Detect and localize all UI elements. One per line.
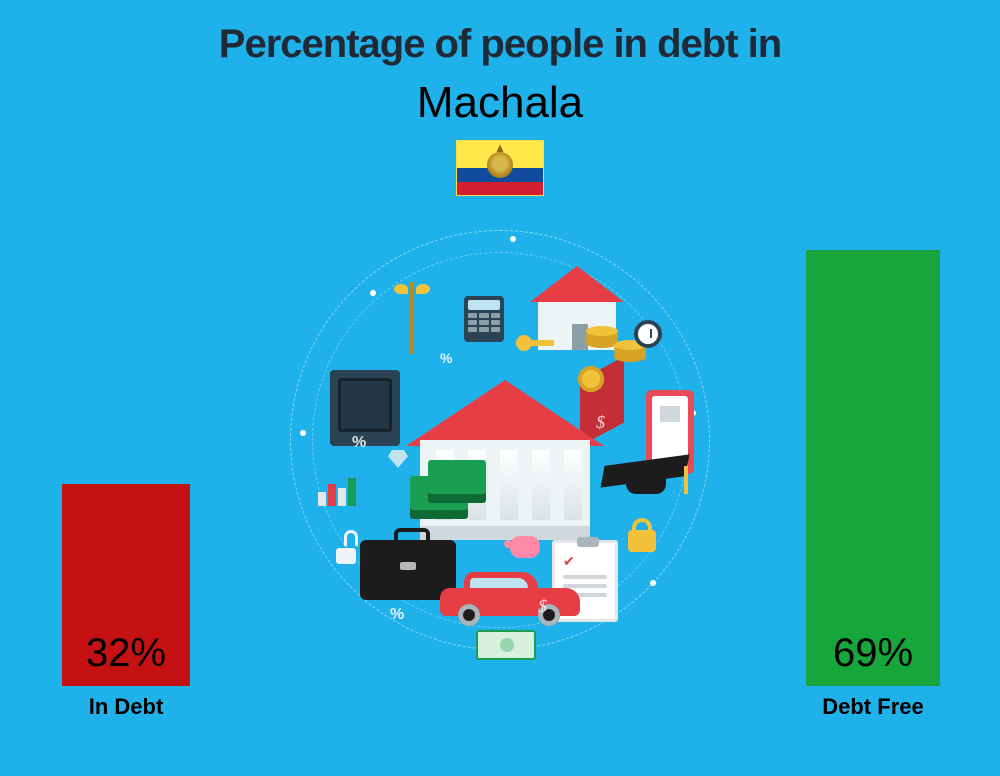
title-line-2: Machala <box>0 78 1000 128</box>
percent-icon: % <box>352 434 366 452</box>
percent-icon: % <box>440 350 452 366</box>
dollar-icon: $ <box>596 412 605 433</box>
caduceus-icon <box>400 282 424 354</box>
stopwatch-icon <box>634 320 662 348</box>
bar-debt-free: 69% <box>806 250 940 686</box>
bar-debt-free-value: 69% <box>806 631 940 676</box>
bar-in-debt: 32% <box>62 484 190 686</box>
car-icon <box>440 572 580 626</box>
cash-stack-icon <box>410 460 480 514</box>
key-icon <box>516 334 558 352</box>
finance-illustration: ✔ % % % $ $ <box>290 230 710 650</box>
percent-icon: % <box>390 606 404 624</box>
bar-in-debt-label: In Debt <box>62 694 190 720</box>
calculator-icon <box>464 296 504 342</box>
bar-chart-icon <box>318 478 366 506</box>
open-padlock-icon <box>336 540 356 564</box>
piggy-bank-icon <box>510 536 540 558</box>
padlock-icon <box>628 530 656 564</box>
dollar-icon: $ <box>538 596 547 617</box>
title-line-1: Percentage of people in debt in <box>0 22 1000 67</box>
flag-ecuador <box>456 140 544 196</box>
bar-in-debt-value: 32% <box>62 631 190 676</box>
bar-debt-free-label: Debt Free <box>806 694 940 720</box>
graduation-cap-icon <box>604 460 686 500</box>
banknote-icon <box>476 630 536 660</box>
